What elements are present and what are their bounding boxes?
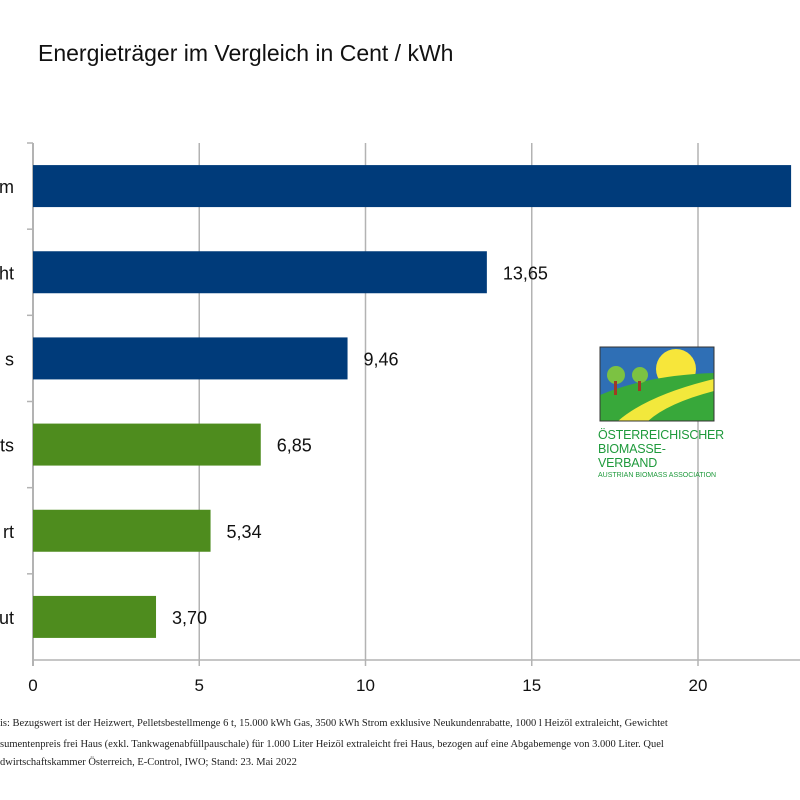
- footnote-line-1: is: Bezugswert ist der Heizwert, Pellets…: [0, 718, 668, 729]
- bar: [33, 509, 211, 552]
- biomasse-verband-logo: ÖSTERREICHISCHER BIOMASSE-VERBAND AUSTRI…: [598, 345, 724, 482]
- x-tick-label: 10: [356, 676, 375, 695]
- bar: [33, 595, 157, 638]
- bar: [33, 251, 487, 294]
- x-tick-label: 0: [28, 676, 37, 695]
- logo-text-line2: BIOMASSE-VERBAND: [598, 442, 666, 470]
- category-label: ht: [0, 263, 14, 283]
- x-tick-label: 20: [689, 676, 708, 695]
- x-tick-label: 5: [195, 676, 204, 695]
- data-label: 3,70: [172, 608, 207, 628]
- logo-text-line3: AUSTRIAN BIOMASS ASSOCIATION: [598, 472, 717, 479]
- logo-text-line1: ÖSTERREICHISCHER: [598, 428, 724, 442]
- category-label: ts: [0, 436, 14, 456]
- bar: [33, 165, 792, 208]
- category-label: s: [5, 349, 14, 369]
- chart-title: Energieträger im Vergleich in Cent / kWh: [38, 40, 454, 66]
- data-label: 5,34: [227, 522, 262, 542]
- data-label: 6,85: [277, 436, 312, 456]
- data-label: 13,65: [503, 263, 548, 283]
- logo-landscape-icon: [599, 346, 715, 422]
- data-label: 9,46: [364, 349, 399, 369]
- category-label: m: [0, 177, 14, 197]
- footnote-line-3: dwirtschaftskammer Österreich, E-Control…: [0, 757, 297, 768]
- category-label: ut: [0, 608, 14, 628]
- bar: [33, 337, 348, 380]
- bar: [33, 423, 261, 466]
- footnote-line-2: sumentenpreis frei Haus (exkl. Tankwagen…: [0, 739, 664, 750]
- x-tick-label: 15: [522, 676, 541, 695]
- category-label: rt: [3, 522, 14, 542]
